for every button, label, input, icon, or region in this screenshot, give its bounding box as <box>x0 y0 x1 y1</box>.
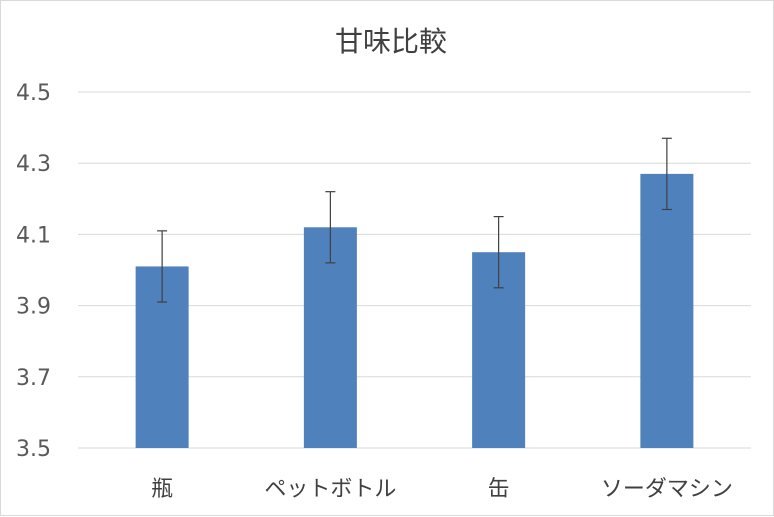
error-bar-1 <box>157 230 168 303</box>
x-category-label: ソーダマシン <box>601 477 733 502</box>
x-axis-category-labels: 瓶 ペットボトル 缶 ソーダマシン <box>151 477 733 502</box>
y-axis-tick-labels: 4.5 4.3 4.1 3.9 3.7 3.5 <box>16 81 51 462</box>
y-tick-label: 3.5 <box>16 437 51 462</box>
y-tick-label: 4.1 <box>16 223 51 248</box>
y-tick-label: 3.7 <box>16 366 51 391</box>
x-category-label: 缶 <box>488 477 510 502</box>
error-bar-3 <box>493 216 504 289</box>
error-bars <box>157 137 672 303</box>
bar-2 <box>303 227 357 448</box>
y-tick-label: 4.5 <box>16 81 51 106</box>
x-category-label: ペットボトル <box>264 477 396 502</box>
bars <box>135 173 694 448</box>
chart-title: 甘味比較 <box>335 25 447 58</box>
y-tick-label: 3.9 <box>16 295 51 320</box>
error-bar-4 <box>661 137 672 211</box>
gridlines <box>78 91 751 449</box>
y-tick-label: 4.3 <box>16 152 51 177</box>
bar-4 <box>640 173 694 448</box>
error-bar-2 <box>325 191 336 264</box>
x-category-label: 瓶 <box>151 477 173 502</box>
